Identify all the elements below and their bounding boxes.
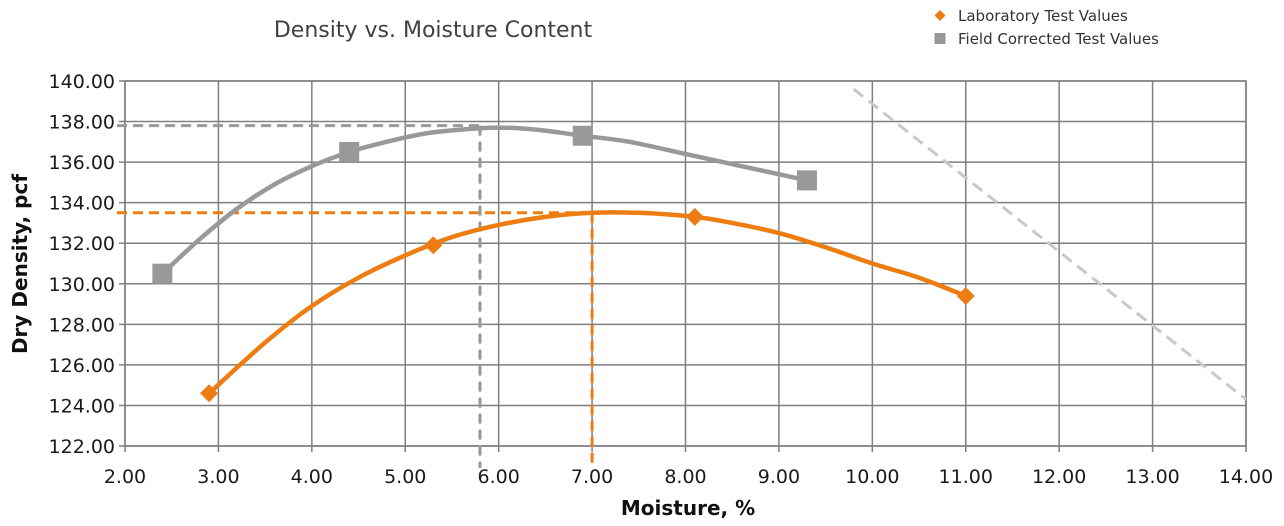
- x-tick-label: 8.00: [664, 466, 706, 488]
- field-corrected-data-point: [339, 141, 360, 162]
- legend-label-field-corrected: Field Corrected Test Values: [958, 30, 1159, 48]
- x-tick-label: 10.00: [845, 466, 899, 488]
- y-tick-labels: 122.00 124.00 126.00 128.00 130.00 132.00 134.…: [49, 71, 115, 458]
- x-tick-label: 2.00: [104, 466, 146, 488]
- y-tick-label: 126.00: [49, 355, 115, 377]
- laboratory-data-point: [956, 286, 975, 305]
- legend-marker-laboratory: [934, 10, 946, 21]
- y-tick-label: 140.00: [49, 71, 115, 93]
- field-corrected-data-point: [572, 125, 593, 146]
- laboratory-data-point: [200, 384, 219, 403]
- field-corrected-data-point: [152, 263, 173, 284]
- y-tick-label: 134.00: [49, 193, 115, 215]
- laboratory-data-point: [424, 236, 443, 255]
- y-tick-label: 124.00: [49, 395, 115, 417]
- x-tick-label: 5.00: [384, 466, 426, 488]
- x-tick-label: 9.00: [758, 466, 800, 488]
- field-corrected-data-point: [796, 170, 817, 191]
- x-tick-label: 3.00: [197, 466, 239, 488]
- y-tick-label: 138.00: [49, 112, 115, 134]
- y-tick-label: 128.00: [49, 314, 115, 336]
- y-tick-label: 136.00: [49, 152, 115, 174]
- x-tick-label: 4.00: [291, 466, 333, 488]
- y-tick-label: 122.00: [49, 436, 115, 458]
- legend-marker-field-corrected: [934, 33, 946, 44]
- reference-lines: [117, 87, 1247, 468]
- grid: [119, 80, 1247, 452]
- laboratory-data-point: [685, 207, 704, 226]
- x-tick-label: 13.00: [1125, 466, 1179, 488]
- x-tick-label: 7.00: [571, 466, 613, 488]
- y-tick-label: 130.00: [49, 274, 115, 296]
- zero-air-voids-line: [852, 87, 1247, 401]
- x-axis-label: Moisture, %: [621, 496, 755, 520]
- chart-title: Density vs. Moisture Content: [274, 18, 593, 43]
- legend-label-laboratory: Laboratory Test Values: [958, 7, 1128, 25]
- x-tick-label: 12.00: [1032, 466, 1086, 488]
- y-axis-label: Dry Density, pcf: [8, 174, 32, 354]
- field-corrected-curve: [160, 125, 810, 276]
- fitted-curves: [160, 125, 968, 396]
- x-tick-labels: 2.00 3.00 4.00 5.00 6.00 7.00 8.00 9.00 10.00 11.…: [104, 466, 1273, 488]
- y-tick-label: 132.00: [49, 233, 115, 255]
- x-tick-label: 11.00: [939, 466, 993, 488]
- x-tick-label: 14.00: [1219, 466, 1273, 488]
- x-tick-label: 6.00: [478, 466, 520, 488]
- data-markers: [152, 125, 975, 403]
- legend: Laboratory Test Values Field Corrected T…: [934, 7, 1159, 48]
- laboratory-curve: [206, 210, 968, 396]
